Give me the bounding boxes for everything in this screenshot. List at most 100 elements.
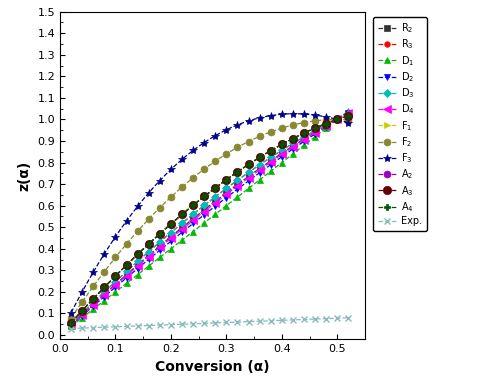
F$_3$	[268, 113, 274, 118]
Exp.	[224, 320, 230, 325]
Exp.	[346, 316, 352, 320]
A$_4$	[157, 231, 163, 236]
Line: R$_2$: R$_2$	[68, 111, 351, 328]
Line: A$_4$: A$_4$	[68, 112, 352, 326]
R$_3$	[157, 239, 163, 244]
Exp.	[90, 325, 96, 330]
F$_3$	[290, 112, 296, 116]
Line: Exp.: Exp.	[68, 314, 352, 332]
F$_3$	[346, 121, 352, 125]
Line: D$_1$: D$_1$	[68, 107, 352, 330]
R$_2$	[68, 322, 74, 327]
F$_3$	[340, 119, 346, 123]
D$_2$	[268, 162, 274, 167]
A$_2$	[268, 148, 274, 153]
Line: D$_3$: D$_3$	[68, 112, 351, 327]
Exp.	[256, 319, 262, 324]
D$_4$	[152, 250, 158, 254]
F$_3$	[157, 178, 163, 183]
F$_1$	[251, 158, 257, 163]
F$_2$	[340, 117, 346, 122]
Exp.	[323, 316, 329, 321]
A$_4$	[152, 236, 158, 241]
A$_2$	[129, 257, 135, 262]
Exp.	[290, 317, 296, 322]
A$_4$	[340, 115, 346, 120]
Y-axis label: z(α): z(α)	[18, 160, 32, 191]
D$_2$	[152, 252, 158, 257]
A$_4$	[268, 148, 274, 153]
A$_2$	[152, 236, 158, 241]
Exp.	[190, 321, 196, 326]
F$_3$	[129, 211, 135, 216]
R$_3$	[268, 155, 274, 160]
D$_4$	[268, 160, 274, 165]
D$_3$	[251, 166, 257, 171]
Exp.	[179, 322, 185, 326]
F$_1$	[152, 236, 158, 241]
R$_2$	[346, 111, 352, 116]
D$_3$	[157, 239, 163, 244]
R$_3$	[251, 166, 257, 171]
D$_4$	[346, 111, 352, 115]
A$_4$	[68, 320, 74, 325]
Line: D$_4$: D$_4$	[67, 109, 352, 329]
F$_1$	[268, 148, 274, 153]
F$_2$	[129, 235, 135, 240]
A$_2$	[251, 158, 257, 163]
F$_1$	[157, 231, 163, 236]
Exp.	[246, 319, 252, 324]
A$_3$	[346, 113, 352, 118]
R$_2$	[157, 244, 163, 248]
Exp.	[102, 325, 107, 330]
Exp.	[234, 320, 240, 324]
F$_1$	[68, 320, 74, 325]
R$_2$	[129, 268, 135, 272]
D$_3$	[340, 115, 346, 119]
F$_2$	[157, 206, 163, 210]
F$_1$	[340, 115, 346, 120]
A$_3$	[129, 257, 135, 262]
D$_1$	[268, 169, 274, 174]
R$_2$	[152, 248, 158, 253]
R$_3$	[152, 245, 158, 249]
R$_3$	[129, 264, 135, 269]
Line: A$_3$: A$_3$	[67, 112, 352, 327]
F$_2$	[68, 316, 74, 321]
A$_3$	[340, 115, 346, 120]
A$_3$	[152, 236, 158, 241]
R$_3$	[346, 112, 352, 117]
A$_4$	[251, 158, 257, 163]
R$_2$	[268, 158, 274, 163]
Exp.	[334, 316, 340, 321]
D$_2$	[251, 174, 257, 179]
D$_2$	[68, 323, 74, 328]
Exp.	[79, 326, 85, 330]
F$_2$	[334, 117, 340, 122]
D$_3$	[268, 155, 274, 160]
D$_4$	[251, 172, 257, 176]
D$_1$	[251, 182, 257, 186]
D$_1$	[340, 113, 346, 117]
A$_3$	[251, 158, 257, 163]
Exp.	[146, 323, 152, 328]
Line: F$_1$: F$_1$	[68, 112, 352, 326]
Exp.	[134, 324, 140, 328]
D$_1$	[157, 255, 163, 260]
Exp.	[68, 326, 74, 331]
D$_4$	[68, 323, 74, 327]
F$_3$	[251, 117, 257, 122]
A$_2$	[340, 115, 346, 120]
Line: R$_3$: R$_3$	[68, 112, 351, 327]
Line: D$_2$: D$_2$	[68, 110, 351, 328]
F$_3$	[68, 310, 74, 315]
A$_3$	[268, 148, 274, 153]
Exp.	[157, 323, 163, 328]
D$_1$	[129, 277, 135, 281]
D$_2$	[340, 113, 346, 118]
D$_1$	[346, 108, 352, 113]
D$_2$	[157, 248, 163, 253]
A$_2$	[68, 320, 74, 325]
D$_3$	[346, 112, 352, 117]
D$_1$	[152, 259, 158, 264]
